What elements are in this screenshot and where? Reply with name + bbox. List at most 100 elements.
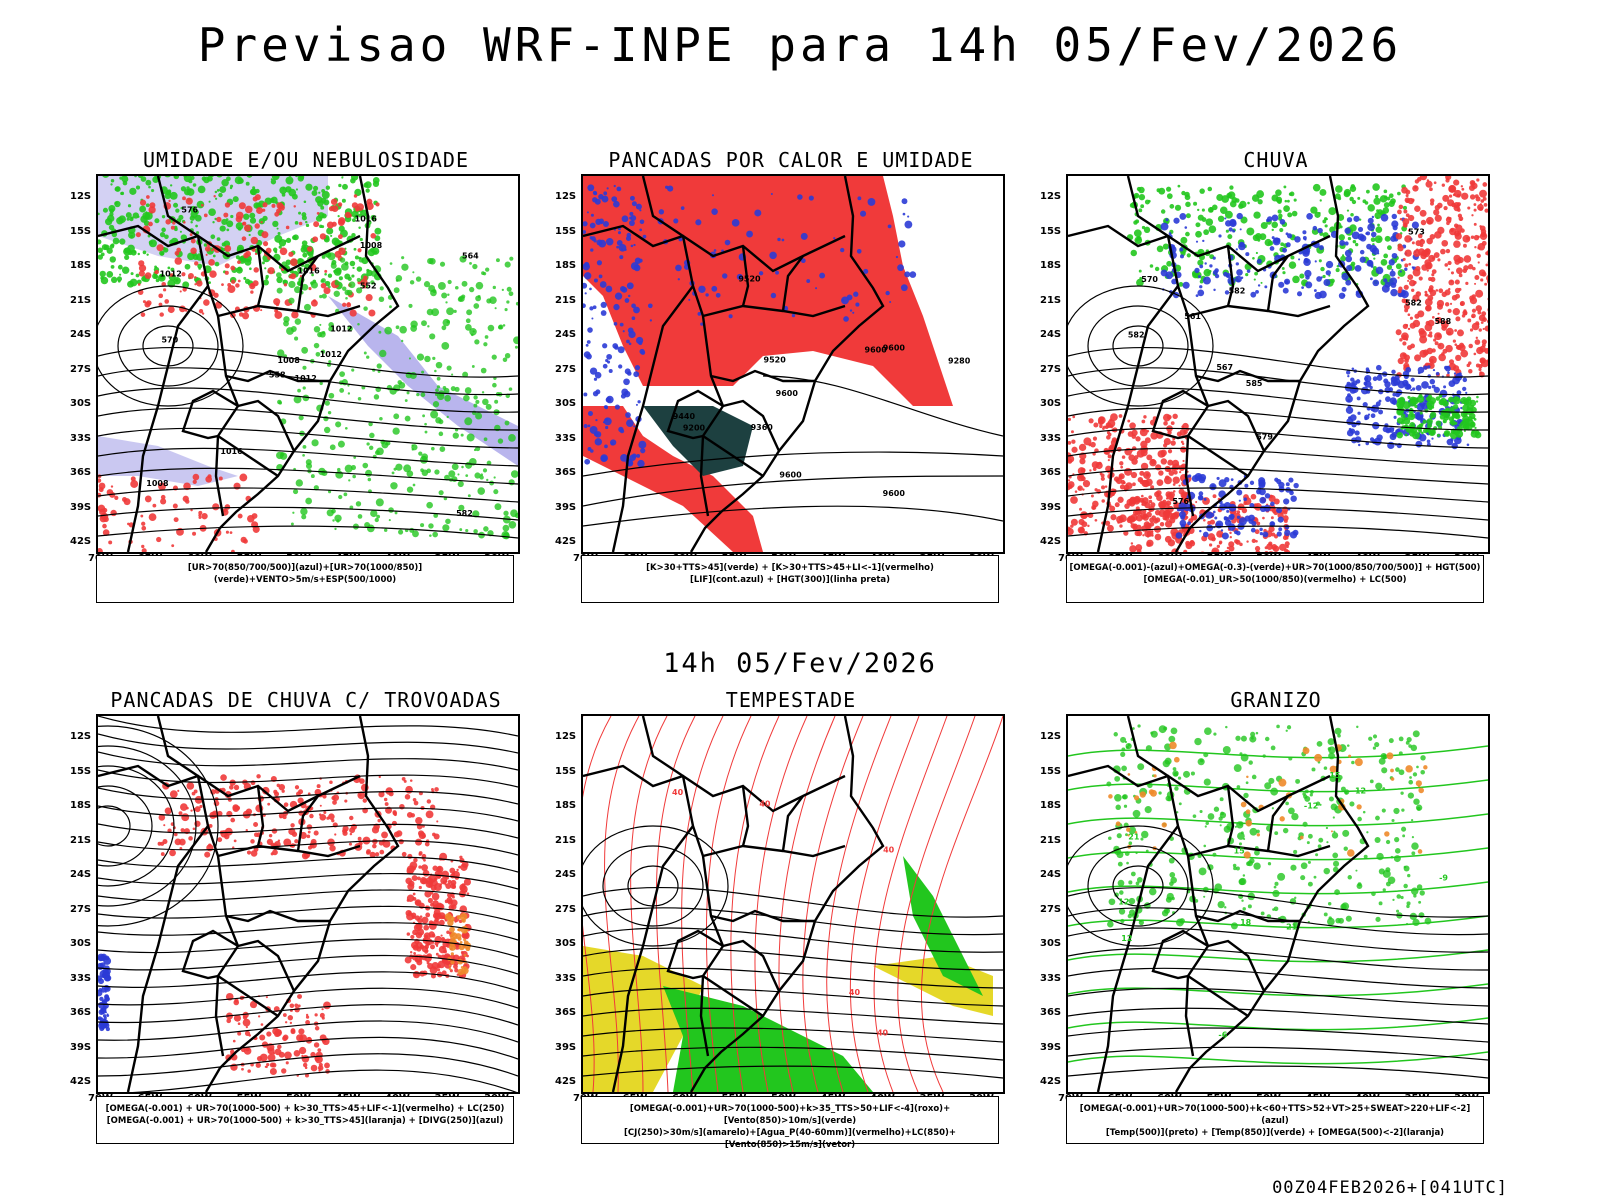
map-layer: [583, 716, 1003, 1092]
page-title: Previsao WRF-INPE para 14h 05/Fev/2026: [197, 18, 1403, 72]
latitude-tick-label: 30S: [1040, 938, 1062, 949]
contour-label: 9600: [883, 489, 906, 498]
contour-label: 582: [1229, 286, 1246, 295]
latitude-tick-label: 21S: [1040, 834, 1062, 846]
legend-line: [LIF](cont.azul) + [HGT(300)](linha pret…: [689, 575, 891, 585]
forecast-map: [96, 714, 520, 1094]
latitude-tick-label: 36S: [1040, 1007, 1062, 1018]
latitude-tick-label: 18S: [555, 260, 577, 271]
latitude-tick-label: 30S: [70, 398, 92, 409]
contour-label: 12: [1121, 934, 1132, 943]
contour-label: 1008: [146, 479, 169, 488]
latitude-tick-label: 21S: [1040, 294, 1062, 306]
latitude-tick-label: 42S: [555, 536, 577, 547]
latitude-tick-label: 27S: [70, 363, 92, 375]
latitude-tick-label: 42S: [555, 1076, 577, 1087]
latitude-tick-label: 27S: [70, 903, 92, 915]
legend-line: [OMEGA(-0.001)+UR>70(1000-500)+k>35_TTS>…: [629, 1104, 951, 1126]
latitude-tick-label: 21S: [70, 834, 92, 846]
country-borders: [98, 176, 400, 552]
latitude-tick-label: 12S: [1040, 191, 1062, 202]
legend-line: [UR>70(850/700/500)](azul)+[UR>70(1000/8…: [187, 563, 423, 585]
legend-line: [Temp(500)](preto) + [Temp(850)](verde) …: [1105, 1128, 1445, 1138]
latitude-tick-label: 21S: [555, 834, 577, 846]
panel-title: CHUVA: [1243, 148, 1309, 172]
contour-label: 1012: [320, 350, 342, 359]
contour-label: 9600: [776, 389, 799, 398]
contour-label: 576: [181, 206, 198, 215]
contour-label: -9: [1439, 873, 1448, 882]
contour-label: 9360: [751, 423, 774, 432]
latitude-tick-label: 12S: [70, 191, 92, 202]
contour-lines: [98, 716, 518, 1092]
contour-label: 1012: [330, 325, 352, 334]
contour-label: 1016: [220, 447, 243, 456]
panel-legend: [OMEGA(-0.001)-(azul)+OMEGA(-0.3)-(verde…: [1066, 555, 1484, 603]
legend-line: [OMEGA(-0.01)_UR>50(1000/850)(vermelho) …: [1143, 575, 1407, 585]
latitude-tick-label: 39S: [555, 1041, 577, 1053]
latitude-tick-label: 42S: [1040, 1076, 1062, 1087]
latitude-tick-label: 39S: [1040, 1041, 1062, 1053]
panel-legend: [OMEGA(-0.001) + UR>70(1000-500) + k>30_…: [96, 1096, 514, 1144]
contour-label: 40: [672, 788, 684, 797]
latitude-tick-label: 30S: [70, 938, 92, 949]
latitude-tick-label: 18S: [1040, 800, 1062, 811]
forecast-map: 1012 1012 1008 1008 1012 1016 1016 1016 1008 1012…: [96, 174, 520, 554]
latitude-tick-label: 12S: [555, 191, 577, 202]
latitude-tick-label: 18S: [70, 800, 92, 811]
contour-label: 582: [1128, 331, 1145, 340]
latitude-tick-label: 36S: [555, 467, 577, 478]
contour-label: 15: [1234, 846, 1246, 855]
contour-label: 561: [1184, 312, 1201, 321]
latitude-tick-label: 27S: [555, 903, 577, 915]
forecast-map: 15 18 21 12 12 12 -12 -9 -6 21 15: [1066, 714, 1490, 1094]
contour-label: 576: [1172, 497, 1189, 506]
contour-lines: [1068, 285, 1488, 539]
legend-line: [CJ(250)>30m/s](amarelo)+[Agua_P(40-60mm…: [623, 1128, 957, 1150]
contour-label: 9200: [683, 424, 706, 433]
latitude-tick-label: 27S: [1040, 903, 1062, 915]
legend-line: [OMEGA(-0.001)+UR>70(1000-500)+k<60+TTS>…: [1079, 1104, 1471, 1126]
legend-line: [OMEGA(-0.001) + UR>70(1000-500) + k>30_…: [106, 1116, 504, 1126]
latitude-tick-label: 30S: [555, 398, 577, 409]
contour-label: 9600: [865, 345, 888, 354]
contour-label: 1008: [278, 356, 301, 365]
latitude-tick-label: 30S: [555, 938, 577, 949]
contour-label: 40: [883, 845, 895, 854]
latitude-tick-label: 15S: [1040, 765, 1062, 777]
contour-label: -6: [1218, 1030, 1227, 1039]
contour-label: 12: [1118, 898, 1129, 907]
contour-label: 1016: [355, 214, 378, 223]
contour-label: 21: [1286, 922, 1298, 931]
panel-title: GRANIZO: [1230, 688, 1322, 712]
forecast-map: 40 40 40 40 40: [581, 714, 1005, 1094]
panel-title: TEMPESTADE: [725, 688, 857, 712]
latitude-tick-label: 24S: [555, 869, 577, 880]
panel-legend: [K>30+TTS>45](verde) + [K>30+TTS>45+LI<-…: [581, 555, 999, 603]
contour-label: 585: [1246, 379, 1263, 388]
country-borders: [583, 716, 885, 1092]
contour-label: 9520: [764, 356, 787, 365]
panel-legend: [OMEGA(-0.001)+UR>70(1000-500)+k>35_TTS>…: [581, 1096, 999, 1150]
latitude-tick-label: 30S: [1040, 398, 1062, 409]
legend-line: [K>30+TTS>45](verde) + [K>30+TTS>45+LI<-…: [646, 563, 934, 573]
latitude-tick-label: 33S: [70, 432, 92, 444]
contour-label: 9440: [673, 412, 696, 421]
contour-label: 552: [360, 282, 377, 291]
latitude-tick-label: 33S: [555, 432, 577, 444]
contour-label: 582: [456, 509, 473, 518]
latitude-tick-label: 33S: [1040, 432, 1062, 444]
latitude-tick-label: 15S: [70, 765, 92, 777]
contour-label: 582: [1405, 298, 1422, 307]
contour-label: 573: [1408, 227, 1425, 236]
latitude-tick-label: 36S: [1040, 467, 1062, 478]
country-borders: [1068, 176, 1370, 552]
latitude-tick-label: 12S: [1040, 731, 1062, 742]
latitude-tick-label: 33S: [1040, 972, 1062, 984]
run-time-footer: 00Z04FEB2026+[041UTC]: [1272, 1178, 1508, 1198]
country-borders: [98, 716, 400, 1092]
legend-line: [OMEGA(-0.001)-(azul)+OMEGA(-0.3)-(verde…: [1069, 563, 1481, 573]
contour-label: 9280: [948, 356, 971, 365]
forecast-time-subtitle: 14h 05/Fev/2026: [663, 648, 937, 679]
panel-title: PANCADAS DE CHUVA C/ TROVOADAS: [110, 688, 502, 712]
